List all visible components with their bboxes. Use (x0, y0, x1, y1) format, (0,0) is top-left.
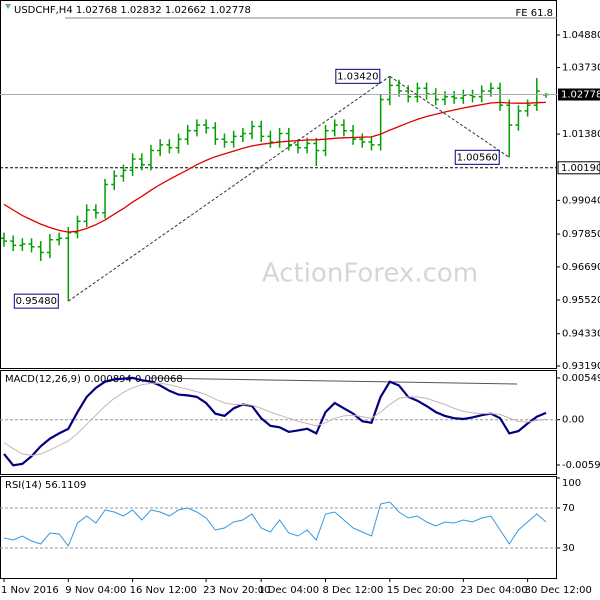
level-label: 1.00190 (561, 163, 600, 174)
last-price-box (558, 88, 600, 101)
x-tick-label: 8 Dec 12:00 (323, 585, 384, 596)
y-tick-label: 100 (562, 478, 581, 489)
indicator-title: RSI(14) 56.1109 (5, 480, 86, 491)
level-label-box (557, 161, 600, 175)
y-tick-label: -0.005952 (562, 460, 600, 471)
y-tick-label: 1.01380 (562, 129, 600, 140)
annotation-label: 0.95480 (16, 296, 57, 307)
annotation-box (13, 293, 59, 309)
chart-title: USDCHF,H4 1.02768 1.02832 1.02662 1.0277… (14, 5, 251, 16)
x-tick-label: 23 Nov 20:00 (203, 585, 270, 596)
fib-line (389, 75, 510, 158)
y-tick-label: 0.97850 (562, 229, 600, 240)
annotation-label: 1.03420 (337, 71, 378, 82)
x-tick-label: 1 Nov 2016 (1, 585, 59, 596)
rsi-panel (0, 476, 557, 579)
y-tick-label: 1.03730 (562, 63, 600, 74)
macd-panel (0, 370, 557, 475)
main-panel (0, 0, 557, 369)
annotation-label: 1.00560 (457, 152, 498, 163)
symbol-icon (5, 4, 11, 9)
fe-label: FE 61.8 (515, 8, 553, 19)
x-tick-label: 30 Dec 12:00 (525, 585, 592, 596)
indicator-title: MACD(12,26,9) 0.000894 0.000068 (5, 374, 183, 385)
last-price-label: 1.02778 (561, 90, 600, 101)
moving-average (3, 101, 547, 233)
y-tick-label: 0.95520 (562, 295, 600, 306)
panels (0, 0, 557, 579)
watermark: ActionForex.com (262, 259, 478, 289)
rsi-line (3, 501, 547, 548)
macd-trend-line (149, 377, 518, 385)
macd-line (3, 382, 547, 457)
x-tick-label: 23 Dec 04:00 (460, 585, 527, 596)
x-tick-label: 1 Dec 04:00 (258, 585, 319, 596)
y-tick-label: 0.99040 (562, 195, 600, 206)
fib-line (68, 75, 391, 302)
y-tick-label: 0.00 (562, 415, 584, 426)
y-tick-label: 30 (562, 543, 575, 554)
macd-line (3, 376, 547, 467)
x-tick-label: 15 Dec 20:00 (387, 585, 454, 596)
x-tick-label: 9 Nov 04:00 (65, 585, 126, 596)
y-tick-label: 0.94330 (562, 329, 600, 340)
y-tick-label: 0.005491 (562, 373, 600, 384)
y-tick-label: 70 (562, 503, 575, 514)
annotation-box (335, 68, 381, 84)
y-tick-label: 0.96690 (562, 262, 600, 273)
x-tick-label: 16 Nov 12:00 (130, 585, 197, 596)
y-tick-label: 0.93190 (562, 361, 600, 372)
y-tick-label: 1.04880 (562, 30, 600, 41)
annotation-box (454, 149, 500, 165)
